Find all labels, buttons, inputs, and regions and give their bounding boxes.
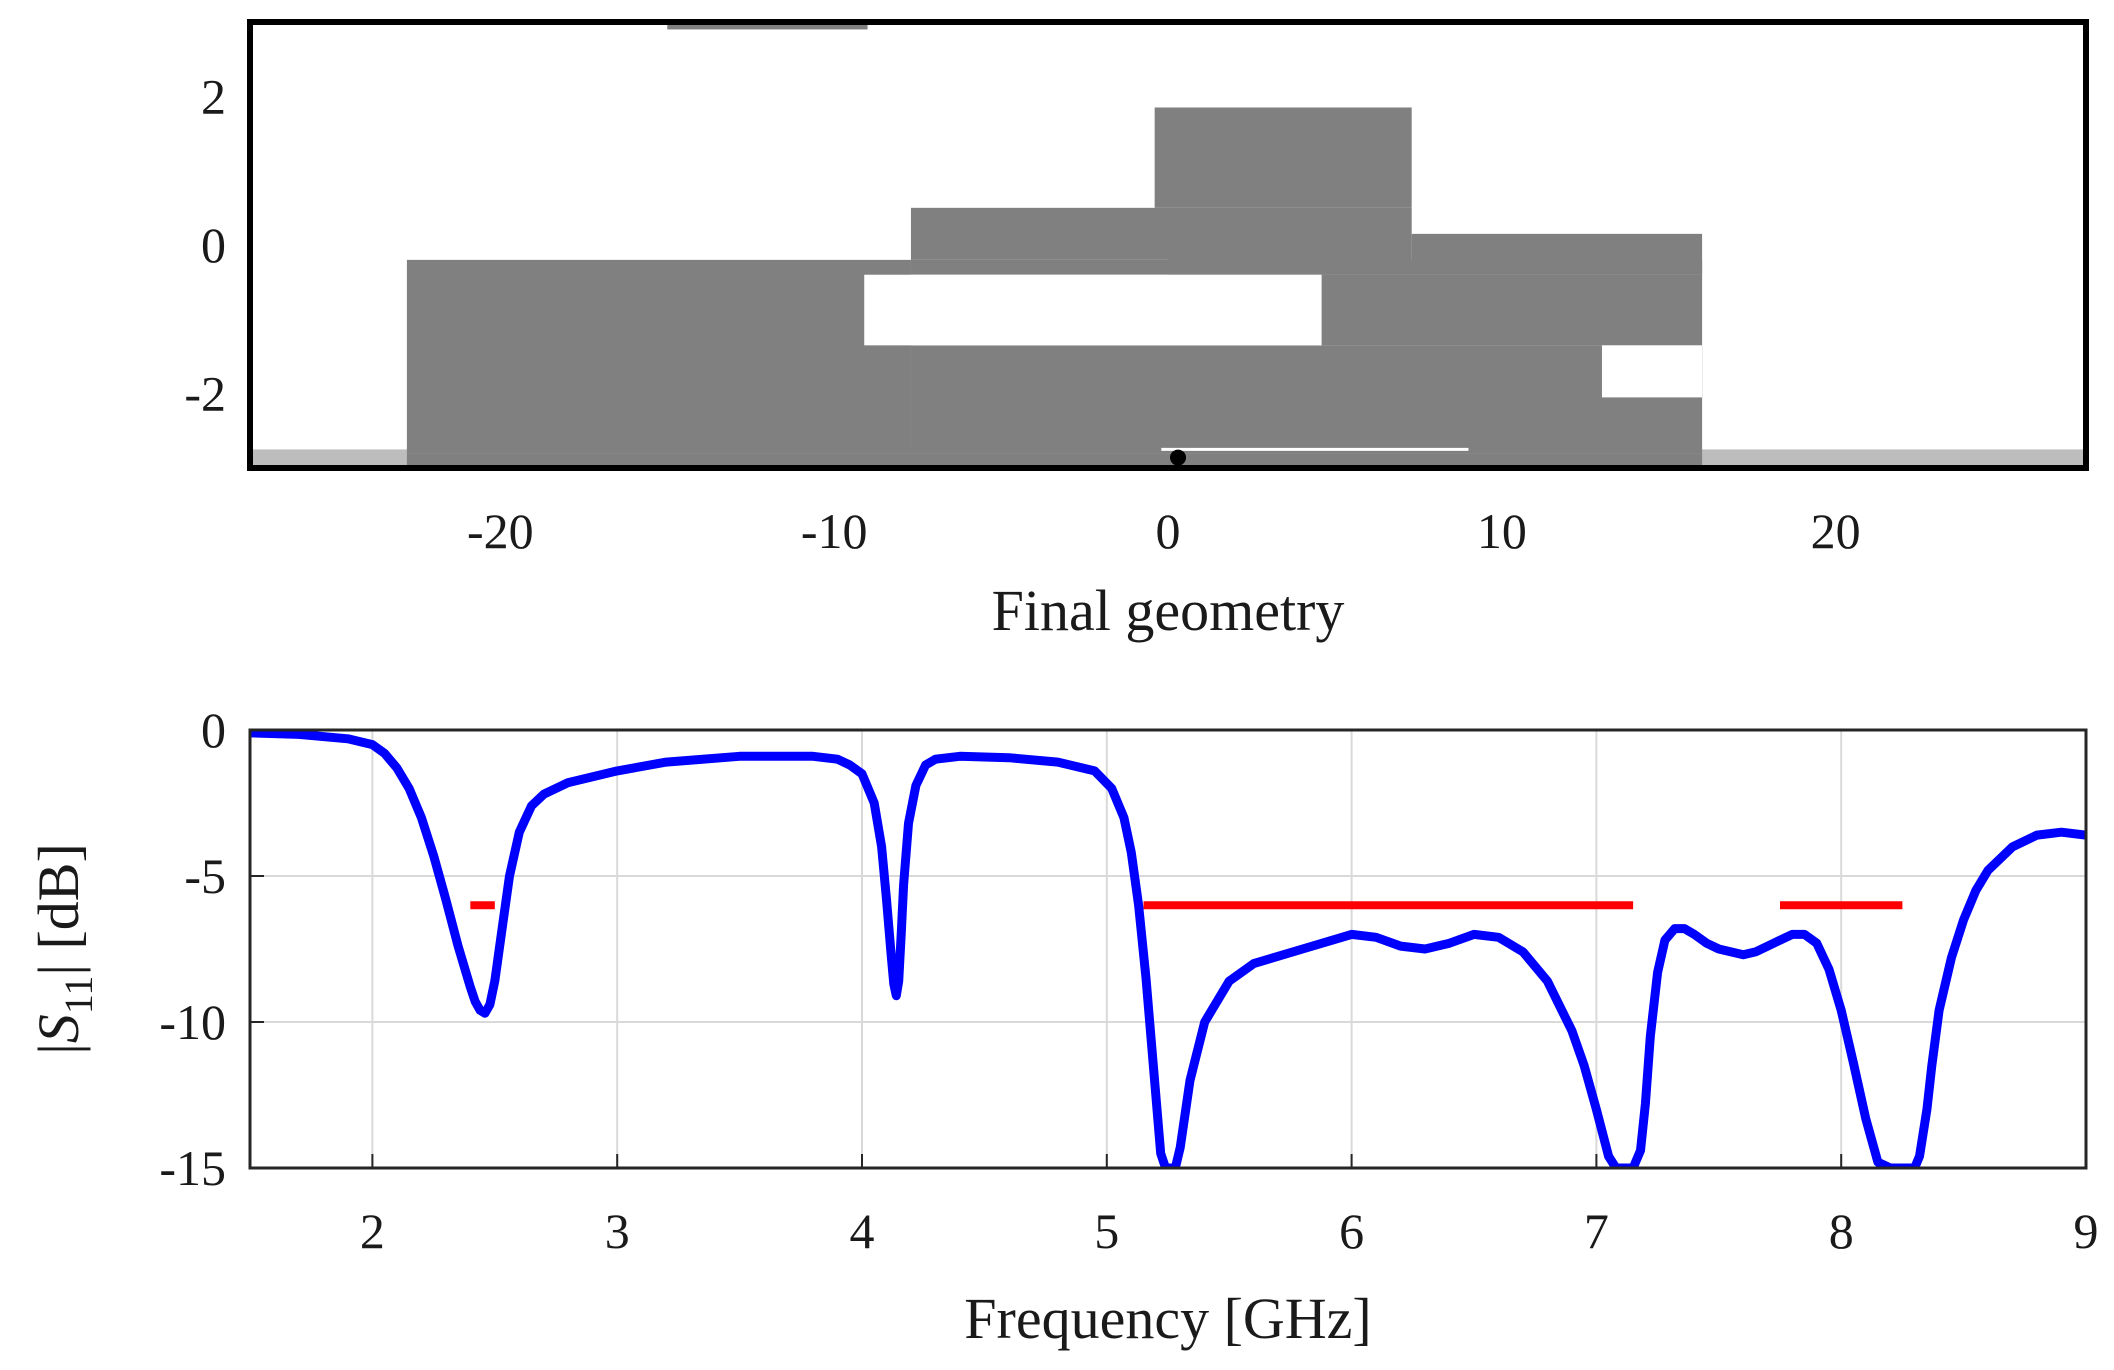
geometry-y-tick-label: -2	[184, 366, 226, 422]
metal-patch	[1168, 207, 1412, 275]
metal-patch	[910, 345, 1703, 454]
s11-y-label-symbol: S	[26, 1014, 91, 1043]
s11-y-tick-label: -5	[184, 848, 226, 904]
metal-patch	[406, 259, 911, 454]
s11-curve	[250, 730, 2086, 1168]
s11-plot-background	[250, 730, 2086, 1168]
s11-x-ticks: 2 3 4 5 6 7 8 9	[360, 1154, 2099, 1259]
geometry-x-tick-label: 20	[1811, 503, 1861, 559]
s11-x-tick-label: 6	[1339, 1203, 1364, 1259]
s11-y-label-prefix: |	[26, 1043, 91, 1055]
s11-x-tick-label: 7	[1584, 1203, 1609, 1259]
geometry-x-tick-label: -10	[801, 503, 868, 559]
s11-x-tick-label: 2	[360, 1203, 385, 1259]
s11-x-tick-label: 5	[1094, 1203, 1119, 1259]
metal-patch	[667, 22, 868, 30]
s11-grid	[250, 730, 2086, 1168]
geometry-plot: -20 -10 0 10 20 20-2 Final geometry	[184, 19, 2089, 643]
s11-y-label-suffix: | [dB]	[26, 843, 91, 975]
geometry-x-ticks: -20 -10 0 10 20	[467, 503, 1861, 559]
geometry-shapes	[250, 22, 2086, 468]
metal-patch	[1321, 274, 1703, 346]
s11-plot: 2 3 4 5 6 7 8 9 0 -5 -10 -15 Frequency [GHz] |S11|…	[26, 702, 2099, 1351]
s11-y-ticks: 0 -5 -10 -15	[159, 702, 264, 1196]
geometry-y-tick-label: 0	[201, 217, 226, 273]
metal-patch	[1411, 233, 1703, 275]
s11-x-tick-label: 4	[850, 1203, 875, 1259]
metal-patch	[910, 207, 1168, 260]
s11-x-tick-label: 8	[1829, 1203, 1854, 1259]
geometry-y-ticks: 2 0 -2	[184, 68, 226, 421]
metal-patch	[1154, 107, 1412, 208]
s11-y-label: |S11| [dB]	[26, 843, 101, 1055]
s11-series	[250, 730, 2086, 1168]
geometry-x-tick-label: 0	[1156, 503, 1181, 559]
slot-cutout	[864, 274, 1322, 346]
geometry-x-tick-label: 10	[1477, 503, 1527, 559]
s11-x-tick-label: 9	[2074, 1203, 2099, 1259]
geometry-x-label: Final geometry	[992, 578, 1345, 643]
s11-y-label-subscript: 11	[56, 976, 101, 1015]
s11-x-tick-label: 3	[605, 1203, 630, 1259]
s11-y-tick-label: -15	[159, 1140, 226, 1196]
s11-y-tick-label: -10	[159, 994, 226, 1050]
geometry-x-tick-label: -20	[467, 503, 534, 559]
slot-cutout	[1601, 345, 1703, 398]
geometry-plot-frame	[247, 19, 2089, 471]
feed-point	[1170, 449, 1187, 466]
metal-patch	[406, 453, 1703, 468]
s11-y-tick-label: 0	[201, 702, 226, 758]
geometry-y-tick-label: 2	[201, 68, 226, 124]
s11-x-label: Frequency [GHz]	[964, 1286, 1371, 1351]
s11-plot-frame	[248, 728, 2088, 1170]
